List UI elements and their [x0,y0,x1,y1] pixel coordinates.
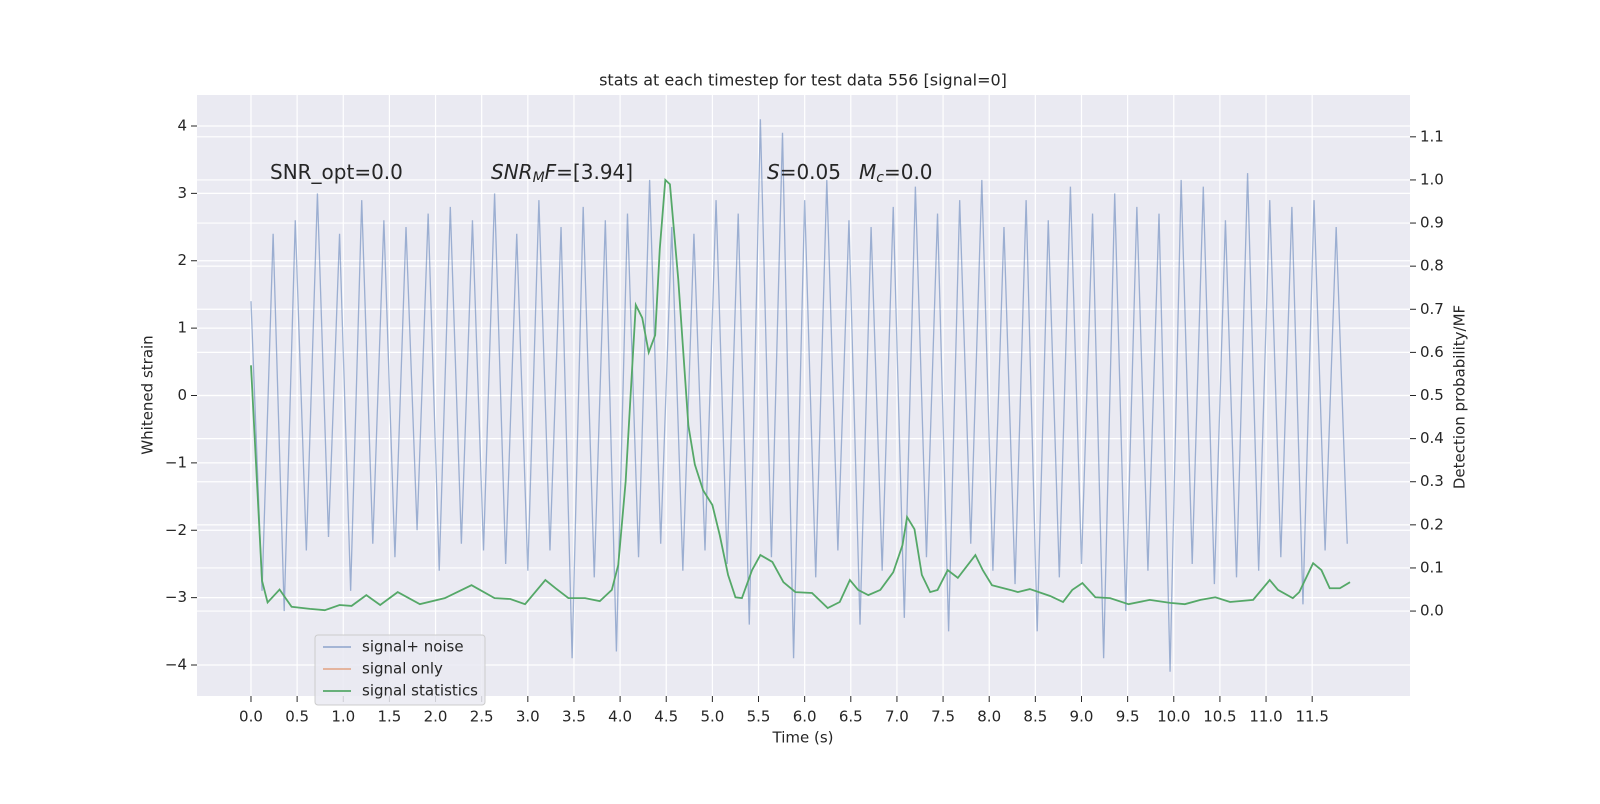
legend-label: signal+ noise [362,638,464,656]
y2-tick-label: 1.0 [1420,170,1444,188]
x-tick-label: 2.0 [424,708,448,726]
x-axis-label: Time (s) [772,729,834,747]
x-tick-label: 6.5 [839,708,863,726]
x-tick-label: 5.5 [747,708,771,726]
y2-tick-label: 0.7 [1420,300,1444,318]
x-tick-label: 5.0 [700,708,724,726]
y-axis-label: Whitened strain [139,335,157,454]
annotation-part: =0.0 [884,160,933,184]
annotation-part: S [767,160,780,184]
x-tick-label: 8.5 [1023,708,1047,726]
legend-label: signal statistics [362,682,478,700]
legend-label: signal only [362,660,443,678]
y2-axis-label: Detection probability/MF [1451,305,1469,489]
x-tick-label: 3.5 [562,708,586,726]
annotation-part: SNR [491,160,533,184]
annotation-part: F [545,160,557,184]
y2-tick-label: 0.3 [1420,472,1444,490]
x-tick-label: 9.0 [1070,708,1094,726]
x-tick-label: 2.5 [470,708,494,726]
y-tick-label: 2 [177,251,187,269]
x-tick-label: 11.5 [1295,708,1328,726]
y-tick-label: −1 [165,453,187,471]
y-tick-label: 1 [177,319,187,337]
y2-tick-label: 1.1 [1420,127,1444,145]
annotation-part: =[3.94] [556,160,633,184]
x-tick-label: 4.5 [654,708,678,726]
x-tick-label: 3.0 [516,708,540,726]
series-line [250,119,1348,672]
x-tick-label: 7.5 [931,708,955,726]
x-tick-label: 11.0 [1249,708,1282,726]
y2-tick-label: 0.8 [1420,257,1444,275]
x-tick-label: 0.0 [239,708,263,726]
legend-box [314,634,486,706]
x-tick-label: 1.0 [331,708,355,726]
annotation: S=0.05 [767,160,841,184]
series-line [250,178,1351,612]
y2-tick-label: 0.2 [1420,515,1444,533]
x-tick-label: 9.5 [1116,708,1140,726]
y-tick-label: 4 [177,116,187,134]
x-tick-label: 0.5 [285,708,309,726]
y-tick-label: 0 [177,386,187,404]
annotation-part: M [533,170,545,186]
y2-tick-label: 0.1 [1420,558,1444,576]
x-tick-label: 6.0 [793,708,817,726]
x-tick-label: 1.5 [377,708,401,726]
x-tick-label: 7.0 [885,708,909,726]
y-tick-label: −4 [165,656,187,674]
annotation-part: c [876,170,884,186]
y2-tick-label: 0.0 [1420,602,1444,620]
annotation-part: SNR_opt=0.0 [270,160,403,184]
x-tick-label: 8.0 [977,708,1001,726]
x-tick-label: 10.0 [1157,708,1190,726]
annotation-part: M [859,160,876,184]
y-tick-label: −2 [165,521,187,539]
annotation: Mc=0.0 [859,160,933,187]
y2-tick-label: 0.4 [1420,429,1444,447]
chart-title: stats at each timestep for test data 556… [599,71,1007,90]
annotation-part: =0.05 [780,160,841,184]
annotation: SNRMF=[3.94] [491,160,633,187]
y2-tick-label: 0.9 [1420,214,1444,232]
y-tick-label: 3 [177,184,187,202]
y2-tick-label: 0.6 [1420,343,1444,361]
y2-tick-label: 0.5 [1420,386,1444,404]
annotation: SNR_opt=0.0 [270,160,403,184]
x-tick-label: 4.0 [608,708,632,726]
x-tick-label: 10.5 [1203,708,1236,726]
y-tick-label: −3 [165,588,187,606]
